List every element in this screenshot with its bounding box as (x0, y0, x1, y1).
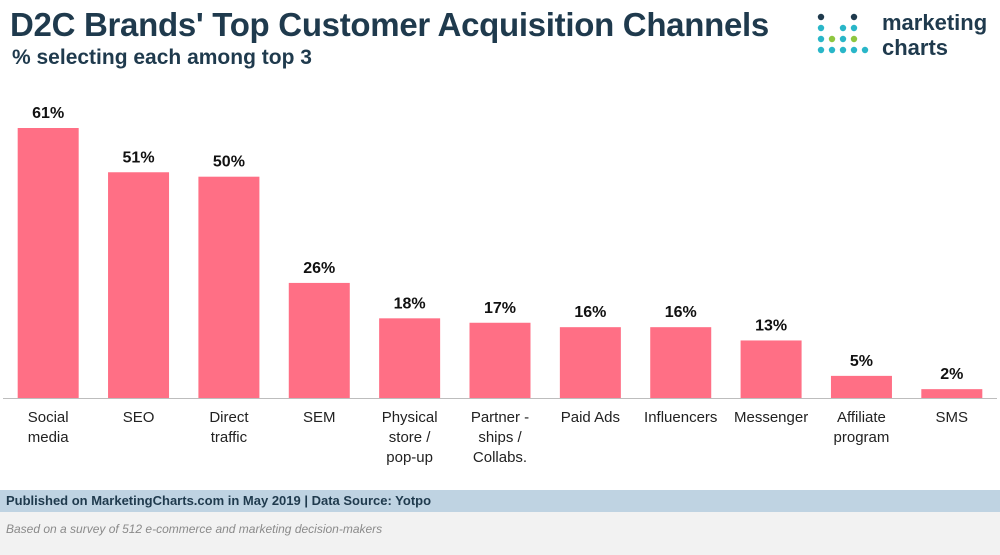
bar (740, 340, 802, 398)
category-label: SEM (303, 409, 336, 426)
category-label: Influencers (644, 409, 717, 426)
bar (198, 176, 260, 398)
bar-value-label: 17% (484, 300, 516, 317)
bar (469, 322, 531, 398)
bar-value-label: 50% (213, 154, 245, 171)
logo-line-2: charts (882, 35, 949, 60)
bar (650, 327, 712, 398)
category-label: Paid Ads (561, 409, 620, 426)
bar-value-label: 2% (940, 366, 963, 383)
bar-value-label: 16% (574, 304, 606, 321)
bar-chart: 61% Social media 51% SEO 50% Direct traffic 26% S… (3, 105, 997, 466)
bar (379, 318, 441, 398)
bar (921, 389, 983, 398)
bar-value-label: 13% (755, 317, 787, 334)
logo-dots-icon (817, 13, 869, 54)
bar-value-label: 61% (32, 105, 64, 122)
chart-subtitle: % selecting each among top 3 (12, 46, 312, 69)
footer-bar: Published on MarketingCharts.com in May … (0, 490, 1000, 512)
category-label: SEO (123, 409, 155, 426)
category-label: Affiliate (837, 409, 886, 426)
bar (830, 375, 892, 398)
bar (17, 128, 79, 398)
category-label: Collabs. (473, 449, 527, 466)
bar-value-label: 26% (303, 260, 335, 277)
category-label: pop-up (386, 449, 433, 466)
published-source-text: Published on MarketingCharts.com in May … (6, 493, 432, 508)
bar-value-label: 18% (394, 295, 426, 312)
survey-note: Based on a survey of 512 e-commerce and … (6, 522, 383, 536)
logo-line-1: marketing (882, 10, 988, 35)
chart-title: D2C Brands' Top Customer Acquisition Cha… (10, 6, 769, 43)
bar-value-label: 5% (850, 353, 873, 370)
category-label: traffic (211, 429, 248, 446)
category-label: program (834, 429, 890, 446)
category-label: Physical (382, 409, 438, 426)
bar-value-label: 16% (665, 304, 697, 321)
bar (559, 327, 621, 398)
note-bar: Based on a survey of 512 e-commerce and … (0, 512, 1000, 555)
marketingcharts-logo[interactable]: marketing charts (816, 10, 996, 62)
category-label: Direct (209, 409, 249, 426)
bar (108, 172, 170, 398)
category-label: SMS (936, 409, 969, 426)
category-label: Partner - (471, 409, 529, 426)
category-label: store / (389, 429, 432, 446)
category-label: ships / (478, 429, 522, 446)
category-label: Messenger (734, 409, 808, 426)
logo-wordmark: marketing charts (882, 10, 987, 60)
category-label: Social (28, 409, 69, 426)
bar (288, 282, 350, 398)
bar-value-label: 51% (123, 149, 155, 166)
category-label: media (28, 429, 70, 446)
